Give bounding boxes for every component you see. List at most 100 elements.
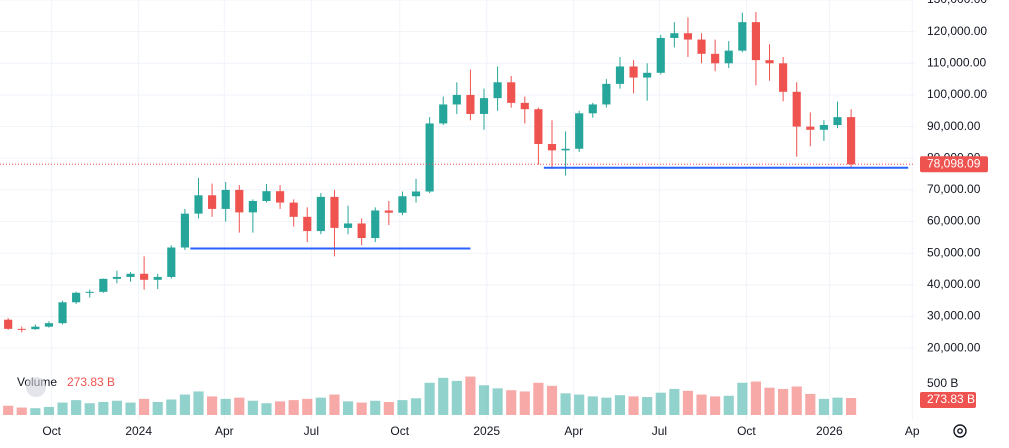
candle-body xyxy=(208,195,217,209)
volume-bar xyxy=(397,400,408,415)
volume-bar xyxy=(492,388,503,415)
x-tick-label: 2024 xyxy=(125,424,152,438)
candle-body xyxy=(507,82,516,103)
candle-body xyxy=(371,210,380,239)
volume-bar xyxy=(57,402,68,415)
candle-body xyxy=(126,273,135,277)
candle-body xyxy=(751,22,761,61)
candle-body xyxy=(588,104,597,114)
candle-body xyxy=(520,102,529,110)
volume-bar xyxy=(315,397,326,415)
candle-body xyxy=(17,328,26,330)
candle-body xyxy=(58,302,67,324)
y-tick-label: 120,000.00 xyxy=(927,24,987,38)
candle-body xyxy=(275,191,285,203)
volume-bar xyxy=(220,398,231,415)
candle-body xyxy=(765,60,774,64)
candle-body xyxy=(330,196,339,228)
volume-bar xyxy=(247,400,258,415)
candle-body xyxy=(792,91,801,127)
volume-bar xyxy=(3,405,14,415)
volume-bar xyxy=(30,408,41,415)
candle-body xyxy=(819,125,828,130)
candle-body xyxy=(85,291,94,293)
candle-body xyxy=(384,210,393,213)
volume-badge-label: 273.83 B xyxy=(927,392,975,406)
candle-body xyxy=(534,109,543,145)
candle-body xyxy=(493,82,502,99)
volume-bar xyxy=(234,397,245,415)
volume-bar xyxy=(261,403,272,415)
volume-bar xyxy=(533,382,544,415)
volume-bar xyxy=(274,401,286,415)
volume-bar xyxy=(383,401,394,415)
volume-legend-value: 273.83 B xyxy=(67,375,115,389)
candle-body xyxy=(194,195,203,214)
volume-bar xyxy=(560,393,571,415)
candle-body xyxy=(235,189,244,213)
candle-body xyxy=(289,202,298,217)
volume-bar xyxy=(655,392,666,415)
candle-body xyxy=(140,273,149,280)
volume-bar xyxy=(832,397,843,415)
candle-body xyxy=(670,33,679,38)
volume-bar xyxy=(723,395,734,415)
x-tick-label: 2026 xyxy=(816,424,843,438)
candle-body xyxy=(547,144,557,151)
logo xyxy=(26,377,46,397)
x-tick-label: Oct xyxy=(42,424,61,438)
candle-body xyxy=(343,223,353,228)
volume-bar xyxy=(669,388,680,415)
volume-bar xyxy=(84,403,95,415)
candle-body xyxy=(602,83,611,105)
x-tick-label: Jul xyxy=(304,424,319,438)
volume-bar xyxy=(465,376,476,415)
candle-body xyxy=(303,216,312,232)
volume-bar xyxy=(152,401,163,415)
x-tick-label: 2025 xyxy=(473,424,500,438)
x-tick-label: Oct xyxy=(737,424,756,438)
volume-bar xyxy=(642,397,653,415)
volume-bar xyxy=(207,396,218,415)
candle-body xyxy=(316,196,325,232)
x-tick-label: Ap xyxy=(905,424,920,438)
volume-bar xyxy=(696,394,707,415)
y-tick-label: 130,000.00 xyxy=(927,0,987,6)
x-tick-label: Apr xyxy=(215,424,234,438)
volume-bar xyxy=(791,386,802,415)
volume-bar xyxy=(737,382,748,415)
x-tick-label: Apr xyxy=(564,424,583,438)
candle-body xyxy=(575,113,584,149)
volume-bar xyxy=(805,393,816,415)
grid xyxy=(0,0,915,420)
volume-bar xyxy=(410,398,422,415)
candle-body xyxy=(248,200,257,213)
candle-body xyxy=(779,63,788,92)
volume-bar xyxy=(764,387,775,415)
volume-bar xyxy=(846,398,857,415)
volume-bar xyxy=(111,400,123,415)
volume-bar xyxy=(98,401,109,415)
axes: 20,000.00 30,000.00 40,000.00 50,000.00 60,0… xyxy=(42,0,988,438)
candle-body xyxy=(153,276,162,280)
volume-bar xyxy=(179,394,190,415)
candle-body xyxy=(167,247,176,277)
candle-body xyxy=(615,66,625,84)
candle-body xyxy=(357,223,366,239)
candle-body xyxy=(398,196,407,213)
settings-icon[interactable] xyxy=(953,424,967,438)
candle-body xyxy=(738,22,747,51)
candle-body xyxy=(643,72,652,78)
volume-bar xyxy=(71,400,82,415)
candle-body xyxy=(806,126,815,130)
y-tick-label: 90,000.00 xyxy=(927,119,981,133)
candle-body xyxy=(833,117,842,126)
volume-bar xyxy=(342,401,354,415)
volume-bar xyxy=(601,397,612,415)
volume-bar xyxy=(139,398,150,415)
candle-body xyxy=(72,292,81,303)
candle-body xyxy=(112,276,122,279)
candle-body xyxy=(697,39,706,54)
volume-bar xyxy=(16,407,27,415)
